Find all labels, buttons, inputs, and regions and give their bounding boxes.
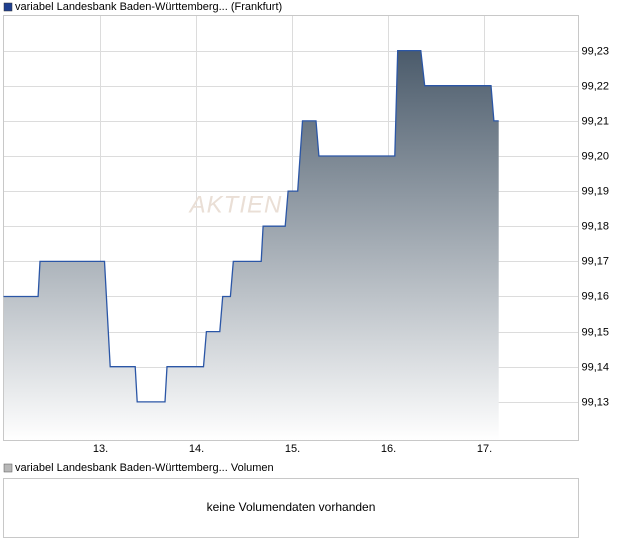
x-tick-label: 13. bbox=[93, 443, 108, 455]
y-tick-label: 99,20 bbox=[581, 150, 609, 162]
y-tick-label: 99,17 bbox=[581, 255, 609, 267]
y-tick-label: 99,16 bbox=[581, 290, 609, 302]
volume-frame bbox=[3, 478, 579, 538]
y-tick-label: 99,21 bbox=[581, 115, 609, 127]
legend-swatch bbox=[3, 463, 13, 473]
legend-label: variabel Landesbank Baden-Württemberg...… bbox=[15, 1, 282, 13]
empty-message: keine Volumendaten vorhanden bbox=[207, 500, 376, 514]
y-tick-label: 99,15 bbox=[581, 326, 609, 338]
plot-frame bbox=[3, 15, 579, 441]
legend-label: variabel Landesbank Baden-Württemberg...… bbox=[15, 462, 274, 474]
x-tick-label: 15. bbox=[285, 443, 300, 455]
y-tick-label: 99,13 bbox=[581, 396, 609, 408]
y-tick-label: 99,18 bbox=[581, 220, 609, 232]
y-tick-label: 99,23 bbox=[581, 45, 609, 57]
x-tick-label: 14. bbox=[189, 443, 204, 455]
y-tick-label: 99,22 bbox=[581, 80, 609, 92]
x-tick-label: 16. bbox=[381, 443, 396, 455]
price-line bbox=[3, 49, 499, 403]
x-tick-label: 17. bbox=[477, 443, 492, 455]
y-tick-label: 99,19 bbox=[581, 185, 609, 197]
watermark: AKTIEN bbox=[188, 191, 283, 218]
legend-swatch bbox=[3, 2, 13, 12]
price-area bbox=[3, 50, 499, 441]
y-tick-label: 99,14 bbox=[581, 361, 609, 373]
